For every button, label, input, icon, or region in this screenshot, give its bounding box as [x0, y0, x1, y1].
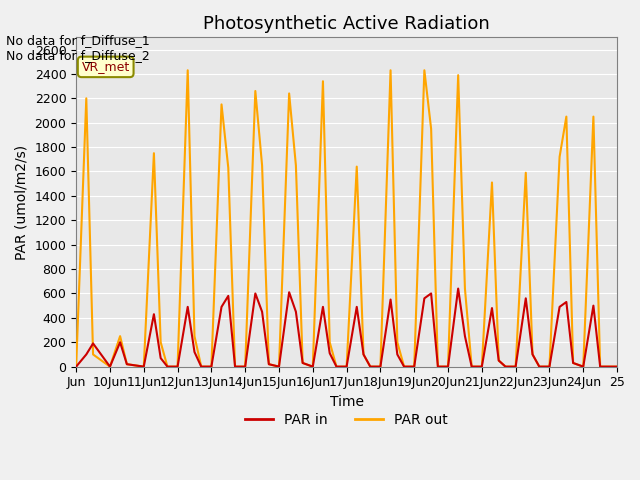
Legend: PAR in, PAR out: PAR in, PAR out: [239, 407, 454, 432]
Title: Photosynthetic Active Radiation: Photosynthetic Active Radiation: [204, 15, 490, 33]
Y-axis label: PAR (umol/m2/s): PAR (umol/m2/s): [15, 144, 29, 260]
Text: No data for f_Diffuse_1
No data for f_Diffuse_2: No data for f_Diffuse_1 No data for f_Di…: [6, 34, 150, 61]
X-axis label: Time: Time: [330, 395, 364, 409]
Text: VR_met: VR_met: [81, 60, 130, 73]
